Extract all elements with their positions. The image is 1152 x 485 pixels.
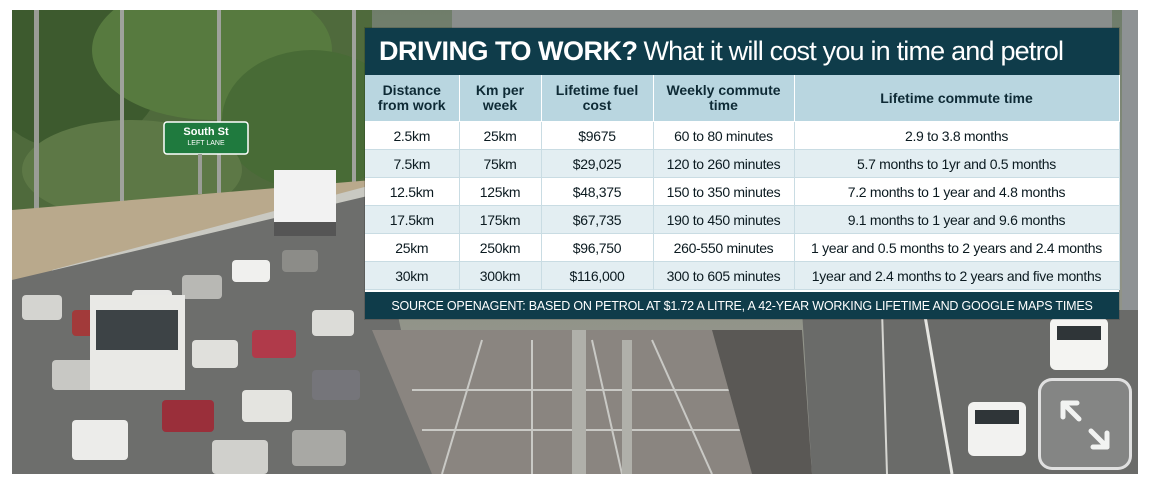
table-row: 30km 300km $116,000 300 to 605 minutes 1…	[365, 261, 1120, 290]
road-sign-sublabel: LEFT LANE	[187, 140, 225, 147]
expand-diagonal-icon	[1060, 400, 1110, 450]
cell-lifetime-time: 9.1 months to 1 year and 9.6 months	[794, 205, 1120, 234]
cell-lifetime-time: 2.9 to 3.8 months	[794, 121, 1120, 150]
cell-lifetime-time: 5.7 months to 1yr and 0.5 months	[794, 149, 1120, 178]
expand-image-button[interactable]	[1038, 378, 1132, 470]
infographic-headline: DRIVING TO WORK? What it will cost you i…	[365, 28, 1119, 75]
cell-weekly-time: 190 to 450 minutes	[653, 205, 795, 234]
headline-subtitle: What it will cost you in time and petrol	[643, 36, 1064, 66]
cell-distance: 17.5km	[365, 205, 460, 234]
cell-weekly-time: 260-550 minutes	[653, 233, 795, 262]
road-sign-label: South St	[183, 126, 229, 138]
cell-distance: 2.5km	[365, 121, 460, 150]
road-sign: South St LEFT LANE	[164, 122, 248, 154]
cell-fuel-cost: $48,375	[541, 177, 654, 206]
cell-distance: 30km	[365, 261, 460, 290]
cell-km-per-week: 175km	[459, 205, 542, 234]
cell-fuel-cost: $67,735	[541, 205, 654, 234]
column-header-lifetime-commute-time: Lifetime commute time	[794, 75, 1120, 122]
commute-cost-infographic: DRIVING TO WORK? What it will cost you i…	[365, 28, 1120, 319]
source-note: SOURCE OPENAGENT: BASED ON PETROL AT $1.…	[365, 292, 1119, 319]
cell-fuel-cost: $9675	[541, 121, 654, 150]
cell-distance: 25km	[365, 233, 460, 262]
cell-km-per-week: 75km	[459, 149, 542, 178]
cell-km-per-week: 25km	[459, 121, 542, 150]
cell-weekly-time: 60 to 80 minutes	[653, 121, 795, 150]
column-header-km-per-week: Km per week	[459, 75, 542, 122]
column-header-weekly-commute-time: Weekly commute time	[653, 75, 795, 122]
cell-km-per-week: 250km	[459, 233, 542, 262]
cell-fuel-cost: $116,000	[541, 261, 654, 290]
cell-weekly-time: 150 to 350 minutes	[653, 177, 795, 206]
cell-weekly-time: 300 to 605 minutes	[653, 261, 795, 290]
table-row: 25km 250km $96,750 260-550 minutes 1 yea…	[365, 233, 1120, 262]
table-row: 7.5km 75km $29,025 120 to 260 minutes 5.…	[365, 149, 1120, 178]
cell-km-per-week: 125km	[459, 177, 542, 206]
column-header-distance: Distance from work	[365, 75, 460, 122]
cell-fuel-cost: $96,750	[541, 233, 654, 262]
commute-cost-table: Distance from work Km per week Lifetime …	[365, 75, 1120, 290]
column-header-lifetime-fuel-cost: Lifetime fuel cost	[541, 75, 654, 122]
cell-lifetime-time: 1 year and 0.5 months to 2 years and 2.4…	[794, 233, 1120, 262]
cell-lifetime-time: 1year and 2.4 months to 2 years and five…	[794, 261, 1120, 290]
table-row: 12.5km 125km $48,375 150 to 350 minutes …	[365, 177, 1120, 206]
table-row: 17.5km 175km $67,735 190 to 450 minutes …	[365, 205, 1120, 234]
table-row: 2.5km 25km $9675 60 to 80 minutes 2.9 to…	[365, 121, 1120, 150]
cell-weekly-time: 120 to 260 minutes	[653, 149, 795, 178]
cell-km-per-week: 300km	[459, 261, 542, 290]
cell-fuel-cost: $29,025	[541, 149, 654, 178]
cell-distance: 7.5km	[365, 149, 460, 178]
cell-distance: 12.5km	[365, 177, 460, 206]
table-header-row: Distance from work Km per week Lifetime …	[365, 75, 1120, 122]
cell-lifetime-time: 7.2 months to 1 year and 4.8 months	[794, 177, 1120, 206]
headline-lead: DRIVING TO WORK?	[379, 36, 638, 66]
